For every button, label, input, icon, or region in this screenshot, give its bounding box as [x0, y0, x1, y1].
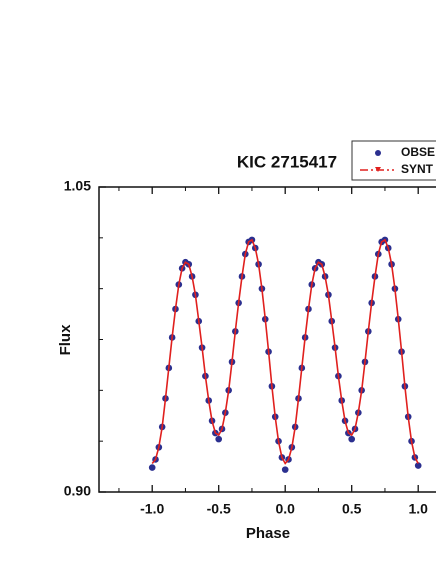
legend-box [351, 140, 436, 181]
legend-label: SYNT [401, 162, 434, 176]
observed-point [414, 462, 422, 469]
legend-marker [375, 150, 381, 156]
observed-point [281, 466, 289, 473]
x-tick-label: -1.0 [140, 501, 164, 517]
observed-point [348, 435, 356, 443]
chart-title: KIC 2715417 [237, 152, 337, 171]
x-axis-label: Phase [246, 525, 290, 542]
legend-marker [375, 167, 381, 172]
x-tick-label: 1.0 [408, 501, 428, 517]
observed-point [148, 464, 156, 471]
y-tick-label: 0.90 [64, 483, 91, 499]
x-tick-label: 0.0 [275, 501, 295, 517]
legend-label: OBSE [401, 145, 435, 159]
synthetic-line [151, 238, 419, 465]
observed-point [215, 435, 222, 443]
x-tick-label: 0.5 [342, 501, 362, 517]
y-axis-label: Flux [57, 324, 74, 355]
x-tick-label: -0.5 [207, 501, 231, 517]
y-tick-label: 1.05 [64, 178, 91, 194]
